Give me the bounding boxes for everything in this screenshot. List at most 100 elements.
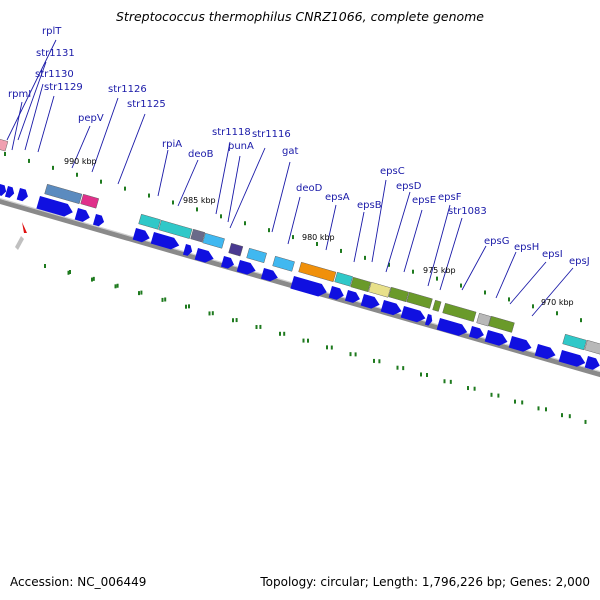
kbp-label: 980 kbp xyxy=(302,233,335,242)
leader-line xyxy=(11,101,23,151)
orf-arrow xyxy=(92,214,105,227)
gene-box xyxy=(138,213,161,230)
gene-label-epsd: epsD xyxy=(396,181,422,192)
gene-box xyxy=(272,255,295,272)
leader-line xyxy=(461,245,487,291)
orf-arrow xyxy=(0,184,7,196)
orf-arrow xyxy=(4,186,15,198)
gene-label-epsi: epsI xyxy=(542,249,563,260)
orf-arrow xyxy=(468,326,484,339)
gene-box xyxy=(476,312,492,327)
gene-label-epsh: epsH xyxy=(514,242,539,253)
orf-arrows xyxy=(0,184,600,370)
gene-box xyxy=(432,299,442,312)
leader-line xyxy=(24,83,44,151)
gene-box xyxy=(44,183,83,205)
gene-box xyxy=(298,261,337,283)
gene-box xyxy=(0,137,9,152)
leader-line xyxy=(71,125,91,169)
gene-label-str1118: str1118 xyxy=(212,127,251,138)
kbp-label: 975 kbp xyxy=(423,266,456,275)
leader-line xyxy=(227,155,241,223)
gene-box xyxy=(350,276,371,293)
orf-arrow xyxy=(236,260,256,275)
leader-line xyxy=(287,196,301,245)
leader-line xyxy=(117,113,146,185)
gene-label-str1130: str1130 xyxy=(35,69,74,80)
leader-line xyxy=(403,209,423,273)
gene-box xyxy=(442,302,477,322)
leader-line xyxy=(177,159,199,207)
gene-label-deod: deoD xyxy=(296,183,323,194)
leader-line xyxy=(385,191,411,273)
gene-box xyxy=(228,242,244,257)
leader-line xyxy=(427,204,451,287)
gene-label-str1083: str1083 xyxy=(448,206,487,217)
gene-label-epse: epsE xyxy=(412,195,436,206)
gene-label-deob: deoB xyxy=(188,149,214,160)
gene-label-rpia: rpiA xyxy=(162,139,182,150)
gene-box xyxy=(562,333,587,351)
gene-box xyxy=(334,271,354,287)
orf-arrow xyxy=(220,256,235,269)
leader-line xyxy=(353,211,365,263)
orf-arrow xyxy=(290,276,327,297)
kbp-label: 970 kbp xyxy=(541,298,574,307)
gene-label-gat: gat xyxy=(282,146,298,157)
gene-box xyxy=(406,291,433,309)
gene-box xyxy=(584,339,600,355)
gene-features xyxy=(0,137,600,355)
accession-text: Accession: NC_006449 xyxy=(10,575,147,589)
leader-line xyxy=(91,97,119,173)
gene-label-str1131: str1131 xyxy=(36,48,75,59)
gene-label-epsa: epsA xyxy=(325,192,350,203)
orf-arrow xyxy=(132,228,150,243)
orf-arrow xyxy=(508,336,532,352)
leader-line xyxy=(157,149,169,197)
kbp-label: 990 kbp xyxy=(64,157,97,166)
position-ticks xyxy=(4,152,587,424)
gene-box xyxy=(488,315,515,333)
orf-arrow xyxy=(344,290,360,303)
leader-line xyxy=(495,251,517,299)
orf-arrow xyxy=(182,244,193,256)
gene-label-str1125: str1125 xyxy=(127,99,166,110)
gene-label-rpmi: rpmI xyxy=(8,89,31,100)
orf-arrow xyxy=(558,350,586,367)
gene-label-rplt: rplT xyxy=(42,26,62,37)
orf-arrow xyxy=(328,286,344,300)
gene-box xyxy=(80,193,100,209)
gene-label-epsb: epsB xyxy=(357,200,382,211)
orf-arrow xyxy=(380,300,402,316)
map-title: Streptococcus thermophilus CNRZ1066, com… xyxy=(115,9,485,24)
orf-arrow xyxy=(194,248,214,263)
leader-line xyxy=(325,204,337,251)
leader-line xyxy=(439,217,463,291)
gene-box xyxy=(368,281,391,298)
leader-line xyxy=(509,261,547,305)
red-marker-icon xyxy=(22,222,27,233)
gene-label-epsj: epsJ xyxy=(569,256,590,267)
gene-label-puna: punA xyxy=(228,141,254,152)
kbp-labels: 990 kbp 985 kbp 980 kbp 975 kbp 970 kbp xyxy=(64,157,574,307)
gene-labels: rplT str1131 str1130 rpmI str1129 pepV str1126… xyxy=(8,26,590,267)
genome-summary: Topology: circular; Length: 1,796,226 bp… xyxy=(260,575,590,589)
orf-arrow xyxy=(436,318,468,336)
gene-box xyxy=(246,247,267,264)
leader-line xyxy=(6,39,57,141)
gene-label-epsf: epsF xyxy=(438,192,462,203)
gene-box xyxy=(202,232,225,249)
gene-box xyxy=(158,219,193,239)
gene-label-epsc: epsC xyxy=(380,166,405,177)
gene-label-str1116: str1116 xyxy=(252,129,291,140)
leader-line xyxy=(531,267,574,317)
orf-arrow xyxy=(484,330,508,346)
gene-label-epsg: epsG xyxy=(484,236,509,247)
gene-label-str1126: str1126 xyxy=(108,84,147,95)
gene-label-pepv: pepV xyxy=(78,113,104,124)
kbp-label: 985 kbp xyxy=(183,196,216,205)
orf-arrow xyxy=(424,314,433,326)
orf-arrow xyxy=(260,268,278,282)
gene-box xyxy=(388,286,409,303)
